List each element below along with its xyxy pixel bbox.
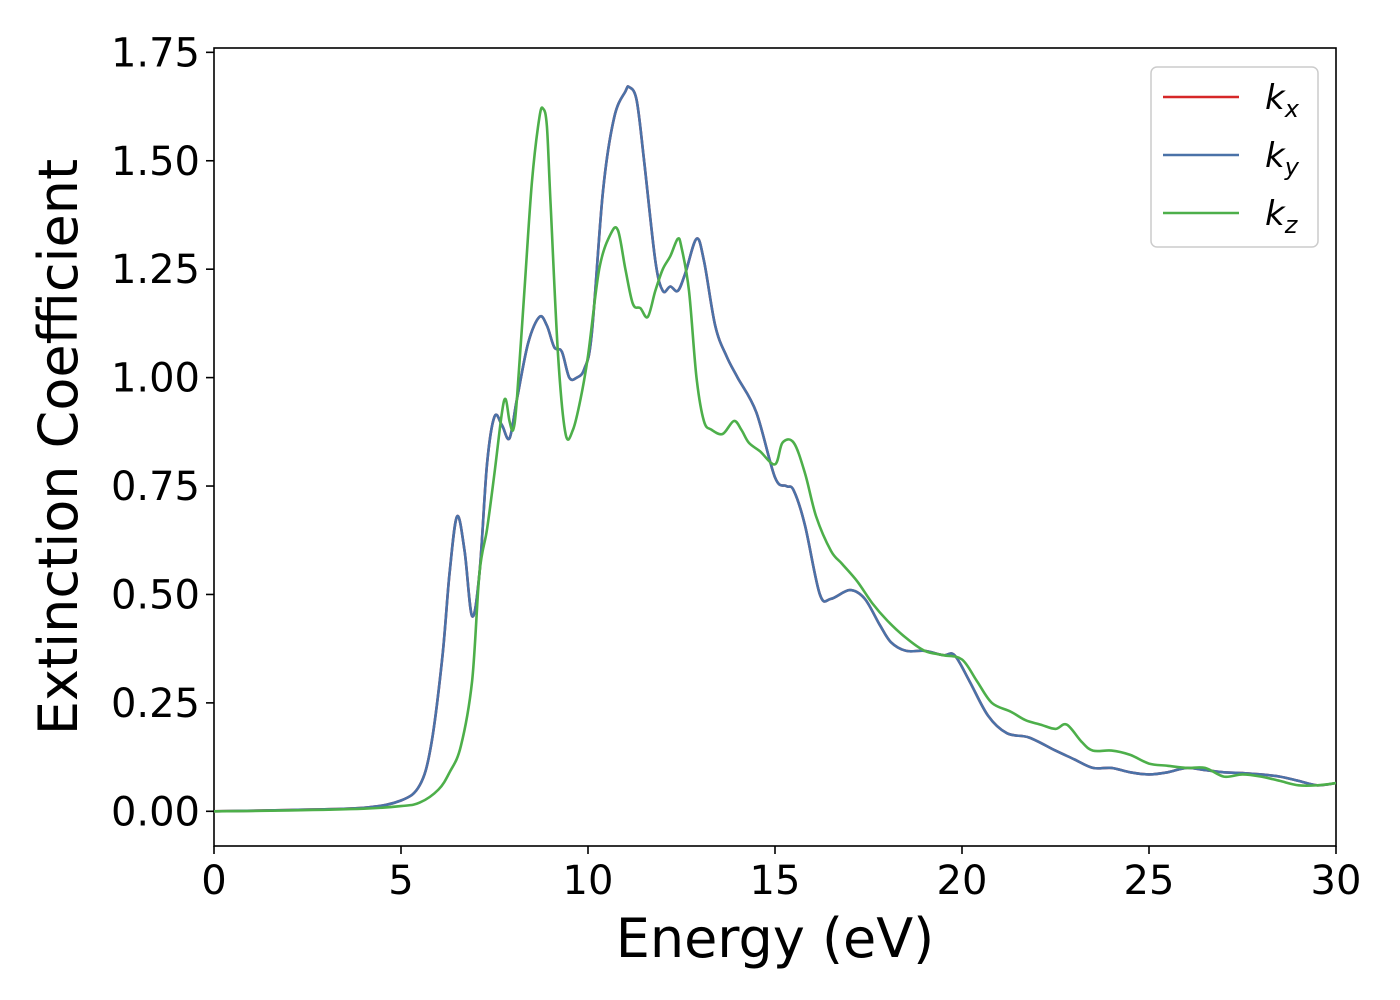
series-line-k-z	[214, 106, 1336, 813]
x-tick-label: 20	[937, 858, 988, 904]
x-axis: 0 5 10 15 20 25 30	[201, 846, 1361, 904]
y-tick-label: 0.00	[111, 789, 200, 835]
y-tick-label: 0.50	[111, 572, 200, 618]
legend-label-subscript: z	[1284, 211, 1299, 239]
x-axis-title: Energy (eV)	[616, 907, 935, 970]
legend-label-base: k	[1265, 78, 1286, 118]
legend-label: ky	[1265, 136, 1300, 181]
y-axis-title: Extinction Coefficient	[27, 159, 90, 735]
y-tick-label: 1.50	[111, 139, 200, 185]
legend-label-subscript: x	[1284, 95, 1300, 123]
x-tick-label: 25	[1124, 858, 1175, 904]
y-tick-label: 0.25	[111, 681, 200, 727]
legend-label: kz	[1265, 194, 1299, 239]
y-tick-label: 1.25	[111, 247, 200, 293]
legend-label-base: k	[1265, 136, 1286, 176]
series-line-k-y	[214, 85, 1336, 813]
y-tick-label: 1.00	[111, 356, 200, 402]
y-tick-label: 1.75	[111, 30, 200, 76]
series-layer	[214, 85, 1336, 813]
x-tick-label: 5	[388, 858, 413, 904]
y-axis: 0.00 0.25 0.50 0.75 1.00 1.25 1.50 1.75	[111, 30, 214, 835]
x-tick-label: 15	[750, 858, 801, 904]
y-tick-label: 0.75	[111, 464, 200, 510]
legend-label-subscript: y	[1284, 153, 1300, 181]
x-tick-label: 10	[563, 858, 614, 904]
legend-label: kx	[1265, 78, 1300, 123]
legend-label-base: k	[1265, 194, 1286, 234]
x-tick-label: 30	[1311, 858, 1362, 904]
x-tick-label: 0	[201, 858, 226, 904]
legend-box	[1150, 66, 1319, 248]
